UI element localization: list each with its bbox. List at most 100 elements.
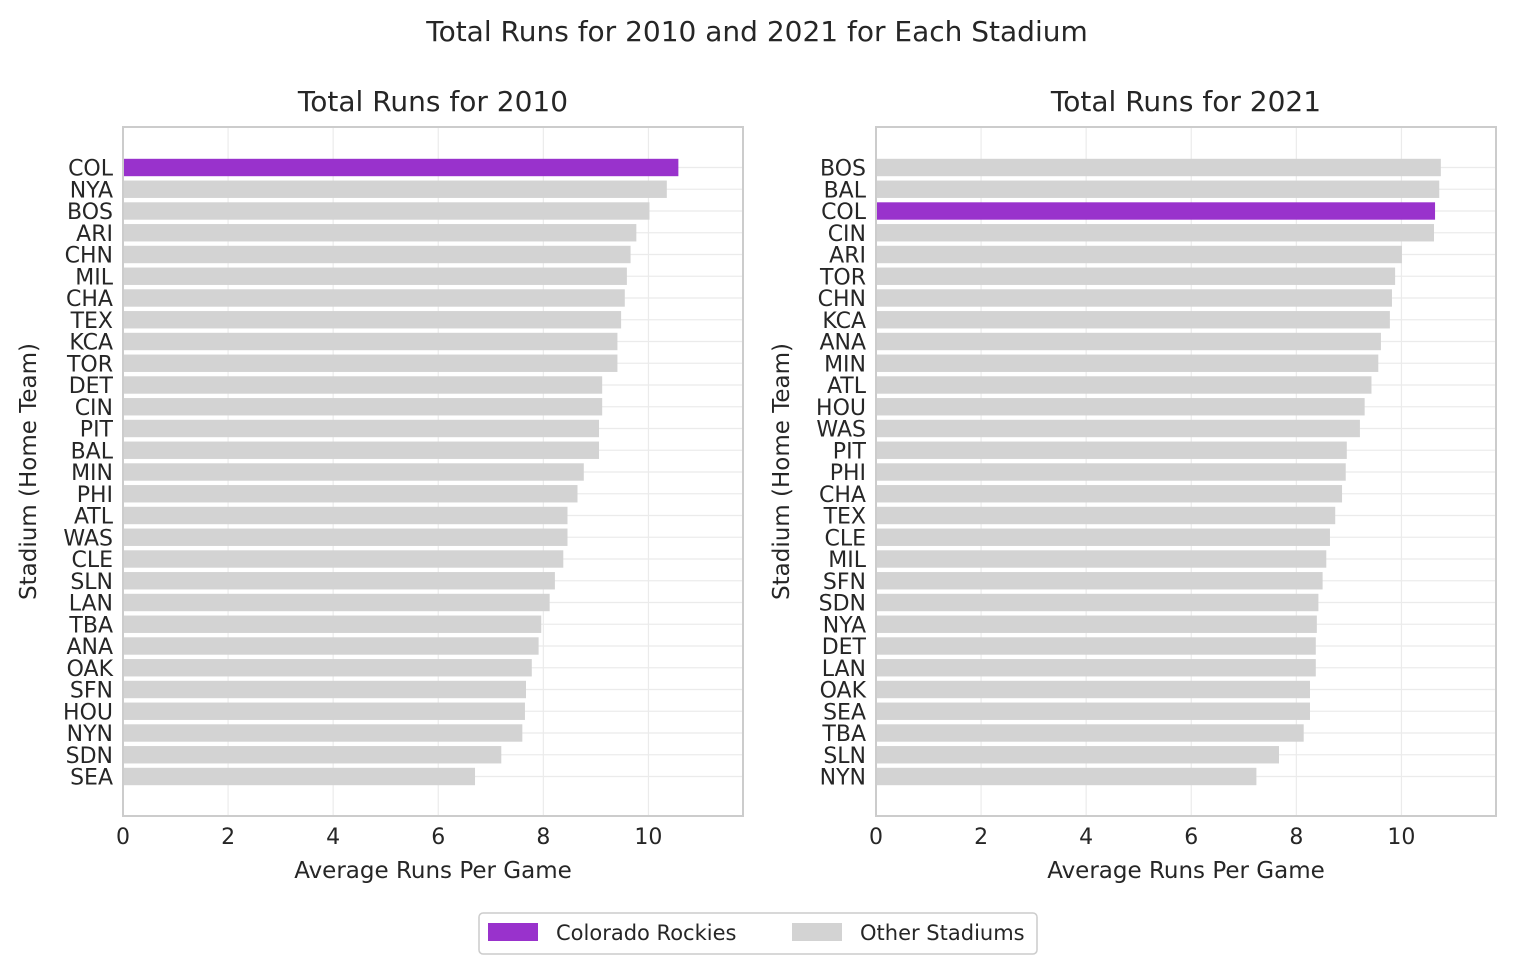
bar-lan: [123, 593, 550, 612]
bar-kca: [123, 332, 618, 351]
bar-oak: [123, 659, 532, 677]
y-tick-label: COL: [68, 157, 114, 182]
bar-cin: [876, 224, 1434, 242]
bar-nya: [876, 615, 1317, 633]
y-tick-label: HOU: [816, 396, 866, 421]
legend-label-colorado-rockies: Colorado Rockies: [556, 921, 736, 945]
bar-sfn: [876, 572, 1323, 590]
bar-nyn: [123, 724, 523, 742]
y-tick-label: BAL: [824, 178, 867, 203]
y-tick-label: CHN: [65, 244, 113, 269]
y-tick-label: MIL: [75, 265, 113, 290]
y-tick-label: MIN: [824, 352, 866, 377]
bar-min: [123, 463, 584, 481]
bar-ari: [123, 224, 637, 242]
x-tick-label: 2: [974, 825, 988, 850]
y-tick-label: TOR: [66, 352, 113, 377]
y-tick-label: ARI: [829, 244, 866, 269]
y-tick-label: DET: [69, 374, 114, 399]
panel-2: BOSBALCOLCINARITORCHNKCAANAMINATLHOUWASP…: [769, 85, 1497, 884]
bar-cha: [123, 289, 625, 307]
x-tick-label: 10: [634, 825, 662, 850]
y-tick-label: WAS: [816, 418, 866, 443]
bar-bos: [876, 158, 1441, 177]
legend-label-other-stadiums: Other Stadiums: [860, 921, 1025, 945]
y-axis-label: Stadium (Home Team): [769, 343, 795, 600]
bar-det: [123, 376, 603, 394]
bar-chn: [123, 245, 631, 264]
y-tick-label: SFN: [70, 679, 113, 704]
bar-mil: [123, 267, 627, 285]
bar-sdn: [876, 593, 1319, 612]
bar-sea: [876, 702, 1310, 720]
bar-nya: [123, 180, 667, 198]
axes-frame: [122, 126, 744, 817]
bar-tex: [876, 506, 1336, 525]
y-axis-label: Stadium (Home Team): [16, 343, 42, 600]
bar-ana: [876, 332, 1381, 351]
bar-pit: [123, 419, 600, 438]
x-tick-label: 8: [1289, 825, 1303, 850]
y-tick-label: OAK: [67, 657, 114, 682]
bar-col: [876, 202, 1436, 220]
legend: Colorado Rockies Other Stadiums: [478, 912, 1038, 955]
legend-frame: [478, 912, 1038, 955]
panel-title: Total Runs for 2010: [297, 85, 568, 118]
bar-nyn: [876, 767, 1257, 786]
y-tick-label: WAS: [63, 526, 113, 551]
bar-bal: [123, 441, 600, 459]
bar-mil: [876, 550, 1327, 568]
y-tick-label: OAK: [820, 679, 867, 704]
axes-frame: [875, 126, 1497, 817]
y-tick-label: ATL: [74, 505, 114, 530]
bar-tor: [876, 267, 1396, 285]
x-axis-label: Average Runs Per Game: [1047, 858, 1325, 884]
x-tick-label: 4: [326, 825, 340, 850]
y-tick-label: LAN: [822, 657, 866, 682]
y-tick-label: TOR: [819, 265, 866, 290]
bar-bos: [123, 202, 650, 220]
y-tick-label: PIT: [833, 439, 867, 464]
figure-title: Total Runs for 2010 and 2021 for Each St…: [425, 15, 1088, 48]
y-tick-label: TEX: [823, 505, 866, 530]
bar-cle: [123, 550, 564, 568]
bar-cin: [123, 398, 603, 416]
bar-oak: [876, 680, 1310, 699]
y-tick-label: NYA: [70, 178, 113, 203]
x-axis-label: Average Runs Per Game: [294, 858, 572, 884]
y-tick-label: MIL: [828, 548, 866, 573]
y-tick-label: CHA: [819, 483, 866, 508]
bar-was: [876, 419, 1360, 438]
x-tick-label: 8: [536, 825, 550, 850]
bar-min: [876, 354, 1379, 372]
y-tick-label: CLE: [824, 526, 866, 551]
y-tick-label: NYA: [823, 613, 866, 638]
y-tick-label: SEA: [70, 766, 113, 791]
bar-sln: [876, 746, 1279, 764]
bar-sea: [123, 767, 476, 786]
bar-hou: [876, 398, 1365, 416]
y-tick-label: KCA: [69, 331, 113, 356]
y-tick-label: PHI: [830, 461, 866, 486]
y-tick-label: MIN: [71, 461, 113, 486]
y-tick-label: SLN: [823, 744, 866, 769]
bar-lan: [876, 659, 1316, 677]
legend-swatch-other-stadiums: [792, 923, 842, 941]
y-tick-label: ARI: [76, 222, 113, 247]
bar-tba: [876, 724, 1304, 742]
y-tick-label: SDN: [66, 744, 113, 769]
y-tick-label: BAL: [71, 439, 114, 464]
bar-cha: [876, 485, 1343, 503]
bar-sfn: [123, 680, 526, 699]
y-tick-label: DET: [822, 635, 867, 660]
bar-chn: [876, 289, 1392, 307]
y-tick-label: SEA: [823, 700, 866, 725]
x-tick-label: 0: [116, 825, 130, 850]
x-tick-label: 4: [1079, 825, 1093, 850]
y-tick-label: KCA: [822, 309, 866, 334]
y-tick-label: PIT: [80, 418, 114, 443]
bar-sln: [123, 572, 555, 590]
y-tick-label: ATL: [827, 374, 867, 399]
x-tick-label: 10: [1387, 825, 1415, 850]
